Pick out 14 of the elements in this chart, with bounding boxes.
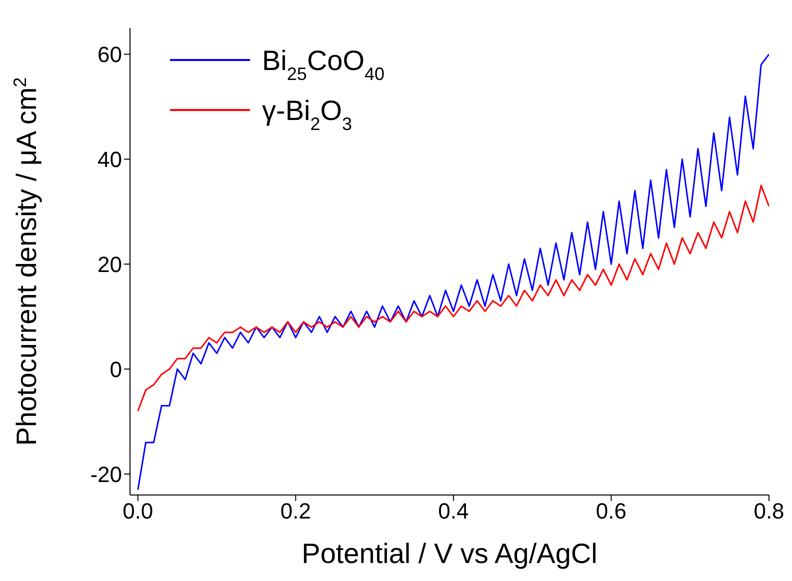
y-tick-label: -20 bbox=[90, 462, 122, 487]
x-tick-label: 0.6 bbox=[596, 498, 627, 524]
y-tick-label: 20 bbox=[98, 252, 122, 277]
line-series bbox=[137, 184, 769, 412]
x-tick-label: 0.4 bbox=[438, 498, 469, 524]
x-axis-title: Potential / V vs Ag/AgCl bbox=[302, 538, 598, 569]
y-tick-label: 60 bbox=[98, 42, 122, 68]
x-tick-label: 0.8 bbox=[754, 498, 784, 524]
x-tick-label: 0.2 bbox=[280, 498, 311, 524]
x-tick-label: 0.0 bbox=[122, 498, 154, 524]
y-tick-label: 0 bbox=[110, 356, 122, 382]
legend-label: Bi$_{25}$CoO$_{40}$ bbox=[262, 45, 385, 84]
y-tick-label: 40 bbox=[98, 146, 122, 172]
legend-label: γ-Bi$_{2}$O$_{3}$ bbox=[262, 95, 352, 134]
